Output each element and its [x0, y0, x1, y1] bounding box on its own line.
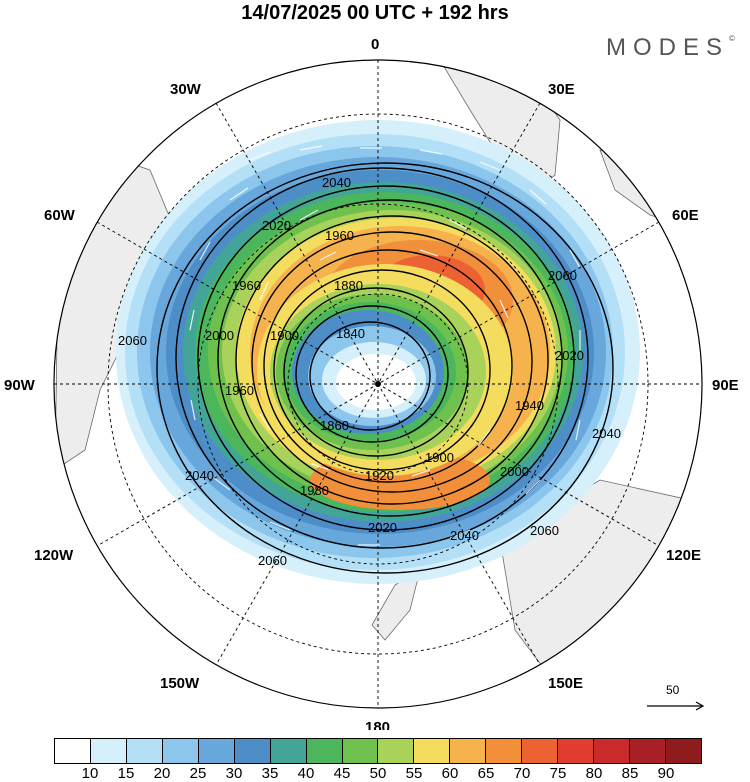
colorbar-swatch [162, 739, 199, 763]
colorbar-swatch [665, 739, 701, 763]
contour-label: 1940 [515, 398, 544, 413]
colorbar-label: 25 [189, 765, 207, 782]
colorbar-label: 50 [369, 765, 387, 782]
lon-label-30w: 30W [170, 81, 202, 98]
contour-label: 2040 [592, 426, 621, 441]
contour-label: 2000 [500, 464, 529, 479]
lon-label-60w: 60W [44, 207, 76, 224]
contour-label: 1960 [232, 278, 261, 293]
contour-label-group: 2040 2020 1960 1960 2060 2060 1880 2000 … [118, 175, 621, 568]
colorbar-swatch [594, 739, 630, 763]
contour-label: 2060 [258, 553, 287, 568]
colorbar-label: 55 [405, 765, 423, 782]
contour-label: 2040 [185, 468, 214, 483]
colorbar-swatch [558, 739, 595, 763]
colorbar-swatch [378, 739, 415, 763]
map-boundary [53, 59, 703, 709]
colorbar-swatch [486, 739, 523, 763]
contour-label: 2060 [118, 333, 147, 348]
contour-label: 1980 [300, 483, 329, 498]
lon-label-30e: 30E [548, 81, 575, 98]
contour-label: 1900 [270, 328, 299, 343]
colorbar-swatch [414, 739, 451, 763]
lon-label-90e: 90E [712, 377, 739, 394]
lon-label-150w: 150W [160, 675, 200, 692]
colorbar-label: 45 [333, 765, 351, 782]
colorbar-swatch [306, 739, 343, 763]
lon-label-60e: 60E [672, 207, 699, 224]
colorbar-label: 85 [621, 765, 639, 782]
contour-label: 2000 [205, 328, 234, 343]
colorbar-label: 65 [477, 765, 495, 782]
colorbar-swatch [342, 739, 379, 763]
reference-vector-label: 50 [666, 683, 680, 697]
colorbar-label: 70 [513, 765, 531, 782]
longitude-labels: 0 180 90E 90W 30E 30W 60E 60W 120E 120W … [4, 36, 739, 730]
contour-label: 1960 [325, 228, 354, 243]
contour-label: 1840 [336, 326, 365, 341]
contour-label: 2020 [368, 520, 397, 535]
contour-label: 1860 [320, 418, 349, 433]
contour-label: 1960 [225, 383, 254, 398]
lon-label-180: 180 [365, 719, 390, 730]
colorbar-label: 90 [657, 765, 675, 782]
contour-label: 2040 [322, 175, 351, 190]
lon-label-120e: 120E [666, 547, 701, 564]
colorbar-swatch [198, 739, 235, 763]
colorbar-label: 40 [297, 765, 315, 782]
colorbar-swatch [55, 739, 91, 763]
lon-label-150e: 150E [548, 675, 583, 692]
contour-label: 1920 [365, 468, 394, 483]
colorbar-swatch [234, 739, 271, 763]
colorbar-swatch [126, 739, 163, 763]
contour-label: 2060 [548, 268, 577, 283]
colorbar [54, 738, 702, 764]
wind-speed-shading [116, 120, 640, 584]
contour-label: 1900 [425, 450, 454, 465]
colorbar-swatch [90, 739, 127, 763]
colorbar-swatch [630, 739, 666, 763]
height-contours [156, 162, 614, 574]
contour-label: 2060 [530, 523, 559, 538]
colorbar-label: 35 [261, 765, 279, 782]
reference-vector-arrow [647, 701, 705, 711]
contour-label: 2020 [555, 348, 584, 363]
colorbar-swatch [450, 739, 487, 763]
lon-label-0: 0 [371, 36, 379, 53]
polar-map: 2040 2020 1960 1960 2060 2060 1880 2000 … [4, 36, 739, 730]
colorbar-label: 80 [585, 765, 603, 782]
colorbar-label: 20 [153, 765, 171, 782]
brand-logo: MODES© [606, 34, 735, 61]
colorbar-label: 75 [549, 765, 567, 782]
map-title: 14/07/2025 00 UTC + 192 hrs [241, 2, 509, 24]
colorbar-label: 60 [441, 765, 459, 782]
pole-marker [375, 381, 381, 387]
colorbar-swatch [270, 739, 307, 763]
contour-label: 1880 [334, 278, 363, 293]
colorbar-swatch [522, 739, 559, 763]
colorbar-label: 30 [225, 765, 243, 782]
colorbar-label: 10 [81, 765, 99, 782]
lon-label-90w: 90W [4, 377, 36, 394]
contour-label: 2020 [262, 218, 291, 233]
wind-vectors [189, 145, 581, 546]
contour-label: 2040 [450, 528, 479, 543]
colorbar-label: 15 [117, 765, 135, 782]
lon-label-120w: 120W [34, 547, 74, 564]
